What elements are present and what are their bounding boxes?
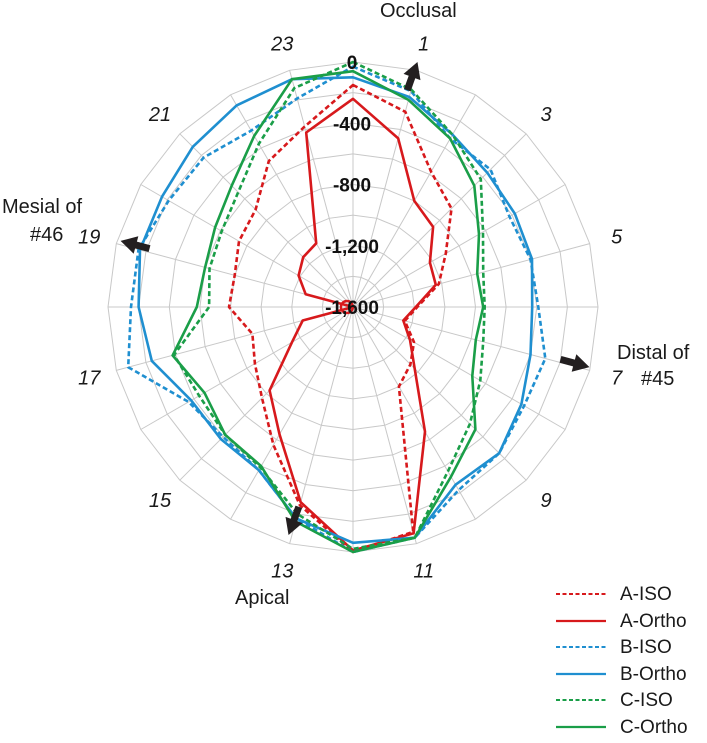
spoke-label: 17	[78, 368, 101, 390]
spoke-label: 1	[418, 33, 429, 55]
legend-swatch	[556, 698, 606, 702]
spoke-label: 5	[611, 226, 623, 248]
grid-spoke	[353, 307, 590, 370]
spoke-label: 15	[149, 490, 172, 512]
legend: A-ISO A-Ortho B-ISO B-Ortho C-ISO C-Orth…	[556, 584, 706, 743]
spoke-label: 21	[148, 104, 171, 126]
legend-label: C-ISO	[620, 690, 673, 712]
legend-item: C-ISO	[556, 690, 706, 717]
legend-swatch	[556, 619, 606, 623]
arrow-icon	[399, 59, 426, 93]
legend-item: C-Ortho	[556, 717, 706, 743]
legend-label: B-ISO	[620, 637, 672, 659]
grid-spoke	[353, 307, 526, 480]
grid-spoke	[231, 307, 354, 519]
radial-tick-label: 0	[347, 53, 358, 74]
legend-swatch	[556, 672, 606, 676]
legend-item: A-Ortho	[556, 611, 706, 638]
legend-item: B-ISO	[556, 637, 706, 664]
arrow-icon	[558, 351, 592, 376]
grid-spoke	[353, 134, 526, 307]
spoke-label: 19	[78, 226, 100, 248]
legend-item: A-ISO	[556, 584, 706, 611]
grid-spoke	[353, 244, 590, 307]
legend-swatch	[556, 592, 606, 596]
legend-swatch	[556, 725, 606, 729]
legend-swatch	[556, 645, 606, 649]
radial-tick-label: -1,200	[325, 237, 379, 258]
radial-tick-label: -400	[333, 114, 371, 135]
apical-label: Apical	[235, 587, 289, 610]
spoke-label: 7	[611, 368, 623, 390]
radial-tick-label: -800	[333, 176, 371, 197]
distal-label-line1: Distal of	[617, 342, 689, 365]
occlusal-label: Occlusal	[380, 0, 457, 23]
grid-spoke	[141, 185, 353, 308]
mesial-label-line2: #46	[30, 224, 63, 247]
distal-label-line2: #45	[641, 368, 674, 391]
grid-spoke	[353, 307, 416, 544]
legend-label: C-Ortho	[620, 717, 688, 739]
radial-tick-label: -1,600	[325, 298, 379, 319]
arrow-shape	[558, 351, 592, 376]
grid-spoke	[180, 134, 353, 307]
mesial-label-line1: Mesial of	[2, 196, 82, 219]
spoke-label: 3	[540, 104, 551, 126]
legend-label: A-Ortho	[620, 611, 687, 633]
legend-label: A-ISO	[620, 584, 672, 606]
spoke-label: 9	[540, 490, 551, 512]
grid-spoke	[353, 307, 476, 519]
spoke-label: 23	[270, 33, 293, 55]
arrow-shape	[399, 59, 426, 93]
spoke-label: 11	[413, 561, 434, 583]
grid-spoke	[141, 307, 353, 430]
legend-label: B-Ortho	[620, 664, 687, 686]
spoke-label: 13	[271, 561, 293, 583]
legend-item: B-Ortho	[556, 664, 706, 691]
grid-spoke	[353, 307, 565, 430]
